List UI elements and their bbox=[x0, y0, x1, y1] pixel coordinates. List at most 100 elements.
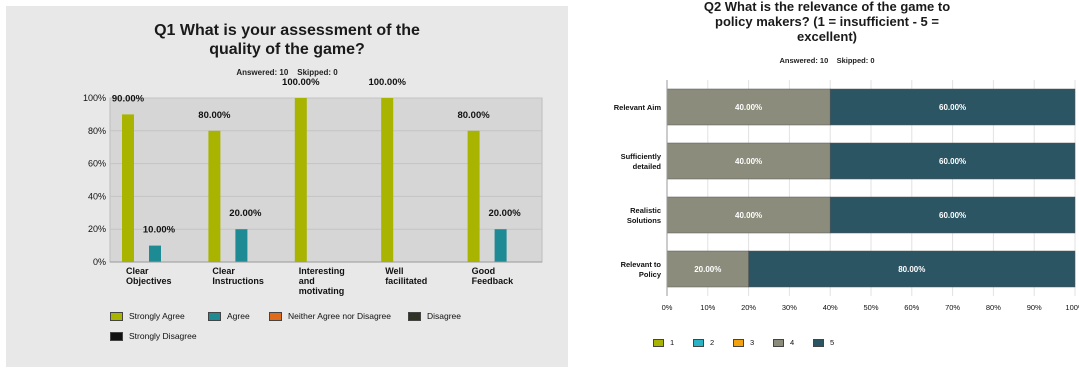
q2-bar-segment bbox=[829, 142, 1076, 180]
q2-category-label: Sufficiently bbox=[621, 152, 662, 161]
q2-x-tick-label: 70% bbox=[945, 303, 960, 312]
q1-legend-item: Strongly Agree bbox=[110, 311, 185, 321]
q2-bar-segment bbox=[829, 196, 1076, 234]
q1-y-tick-label: 40% bbox=[88, 191, 106, 201]
q1-y-tick-label: 80% bbox=[88, 126, 106, 136]
q1-category-label: Good bbox=[472, 266, 496, 276]
q1-legend-label: Strongly Agree bbox=[129, 311, 185, 321]
q2-x-tick-label: 90% bbox=[1027, 303, 1042, 312]
q1-bar bbox=[381, 98, 394, 262]
q1-category-label: Instructions bbox=[212, 276, 264, 286]
q2-bar-segment bbox=[666, 142, 831, 180]
q2-data-label: 60.00% bbox=[939, 103, 966, 112]
q1-legend-item: Neither Agree nor Disagree bbox=[269, 311, 391, 321]
q1-chart-panel: Q1 What is your assessment of the qualit… bbox=[6, 6, 568, 367]
q2-category-label: Policy bbox=[639, 270, 662, 279]
q2-skipped: Skipped: 0 bbox=[836, 56, 875, 65]
q1-legend-swatch bbox=[408, 311, 421, 321]
q1-data-label: 80.00% bbox=[457, 110, 490, 121]
q1-title-line1: Q1 What is your assessment of the bbox=[154, 22, 420, 39]
q2-data-label: 80.00% bbox=[898, 265, 925, 274]
q2-x-tick-label: 40% bbox=[823, 303, 838, 312]
q2-x-tick-label: 20% bbox=[741, 303, 756, 312]
q1-category-label: Feedback bbox=[472, 276, 515, 286]
q1-skipped: Skipped: 0 bbox=[297, 68, 338, 77]
q1-answered: Answered: 10 bbox=[236, 68, 289, 77]
q1-bar bbox=[235, 229, 248, 262]
q2-category-label: Solutions bbox=[627, 216, 661, 225]
q2-data-label: 40.00% bbox=[735, 157, 762, 166]
q1-bar bbox=[122, 114, 134, 263]
q1-data-label: 90.00% bbox=[112, 93, 145, 104]
q1-category-label: Well bbox=[385, 266, 403, 276]
q2-legend-item: 2 bbox=[693, 338, 714, 347]
q1-legend-label: Neither Agree nor Disagree bbox=[288, 311, 392, 321]
q1-data-label: 20.00% bbox=[229, 208, 262, 219]
q1-category-label: facilitated bbox=[385, 276, 427, 286]
q1-bar bbox=[149, 245, 161, 262]
q2-x-tick-label: 80% bbox=[986, 303, 1001, 312]
q1-category-label: Clear bbox=[212, 266, 235, 276]
q2-title-line1: Q2 What is the relevance of the game to bbox=[703, 0, 951, 14]
q1-legend-swatch bbox=[110, 331, 123, 341]
q2-legend-swatch bbox=[733, 338, 744, 347]
q1-data-label: 80.00% bbox=[198, 110, 231, 121]
q1-legend-label: Agree bbox=[227, 311, 250, 321]
q2-category-label: Relevant to bbox=[621, 260, 662, 269]
q1-legend-swatch bbox=[269, 311, 282, 321]
q2-bar-segment bbox=[666, 250, 749, 288]
q1-legend-item: Strongly Disagree bbox=[110, 331, 197, 341]
q1-legend-swatch bbox=[110, 311, 123, 321]
q2-legend-label: 3 bbox=[750, 338, 755, 347]
q2-category-label: Relevant Aim bbox=[614, 103, 662, 112]
q2-data-label: 40.00% bbox=[735, 103, 762, 112]
q2-legend-item: 5 bbox=[813, 338, 834, 347]
q2-chart-panel: Q2 What is the relevance of the game to … bbox=[575, 0, 1079, 373]
q2-category-label: Realistic bbox=[630, 206, 661, 215]
q1-legend-label: Disagree bbox=[427, 311, 462, 321]
q1-bar bbox=[208, 130, 221, 262]
q1-legend-label: Strongly Disagree bbox=[129, 331, 197, 341]
q1-legend-item: Disagree bbox=[408, 311, 461, 321]
q2-legend-label: 5 bbox=[830, 338, 835, 347]
q2-title-line2: policy makers? (1 = insufficient - 5 = bbox=[715, 14, 939, 29]
q1-category-label: Clear bbox=[126, 266, 149, 276]
q2-x-tick-label: 60% bbox=[904, 303, 919, 312]
q2-data-label: 40.00% bbox=[735, 211, 762, 220]
q2-title-line3: excellent) bbox=[797, 29, 857, 44]
q1-category-label: Objectives bbox=[126, 276, 172, 286]
q1-y-tick-label: 60% bbox=[88, 159, 106, 169]
q2-x-tick-label: 100% bbox=[1065, 303, 1079, 312]
q1-y-tick-label: 20% bbox=[88, 224, 106, 234]
q1-category-label: motivating bbox=[299, 286, 345, 296]
q1-data-label: 100.00% bbox=[282, 77, 320, 88]
q2-x-tick-label: 0% bbox=[662, 303, 673, 312]
q1-plot: 0%20%40%60%80%100% 90.00%10.00%ClearObjec… bbox=[83, 77, 543, 296]
q2-data-label: 60.00% bbox=[939, 157, 966, 166]
q2-legend-swatch bbox=[693, 338, 704, 347]
q1-legend-item: Agree bbox=[208, 311, 250, 321]
q2-legend-swatch bbox=[813, 338, 824, 347]
q1-category-label: Interesting bbox=[299, 266, 345, 276]
q2-legend-item: 1 bbox=[653, 338, 674, 347]
q2-x-tick-label: 10% bbox=[700, 303, 715, 312]
q1-legend-swatch bbox=[208, 311, 221, 321]
q1-data-label: 100.00% bbox=[368, 77, 406, 88]
q1-data-label: 20.00% bbox=[488, 208, 521, 219]
q2-legend-item: 4 bbox=[773, 338, 794, 347]
q2-bar-segment bbox=[748, 250, 1076, 288]
q1-y-tick-label: 100% bbox=[83, 93, 106, 103]
q2-bar-segment bbox=[666, 88, 831, 126]
q2-legend-item: 3 bbox=[733, 338, 754, 347]
q2-bar-segment bbox=[829, 88, 1076, 126]
q2-answered: Answered: 10 bbox=[779, 56, 829, 65]
q2-x-tick-label: 50% bbox=[863, 303, 878, 312]
q2-x-tick-label: 30% bbox=[782, 303, 797, 312]
q2-bar-segment bbox=[666, 196, 831, 234]
q1-bar bbox=[467, 130, 480, 262]
q2-data-label: 60.00% bbox=[939, 211, 966, 220]
q2-legend-label: 1 bbox=[670, 338, 675, 347]
q1-bar bbox=[494, 229, 507, 262]
q2-legend-swatch bbox=[653, 338, 664, 347]
q2-legend-label: 2 bbox=[710, 338, 715, 347]
